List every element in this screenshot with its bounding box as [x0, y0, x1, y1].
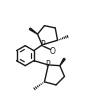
- Text: O: O: [49, 47, 55, 56]
- Text: P: P: [45, 60, 50, 69]
- Text: P: P: [40, 40, 44, 49]
- Polygon shape: [60, 58, 65, 66]
- Polygon shape: [29, 28, 38, 34]
